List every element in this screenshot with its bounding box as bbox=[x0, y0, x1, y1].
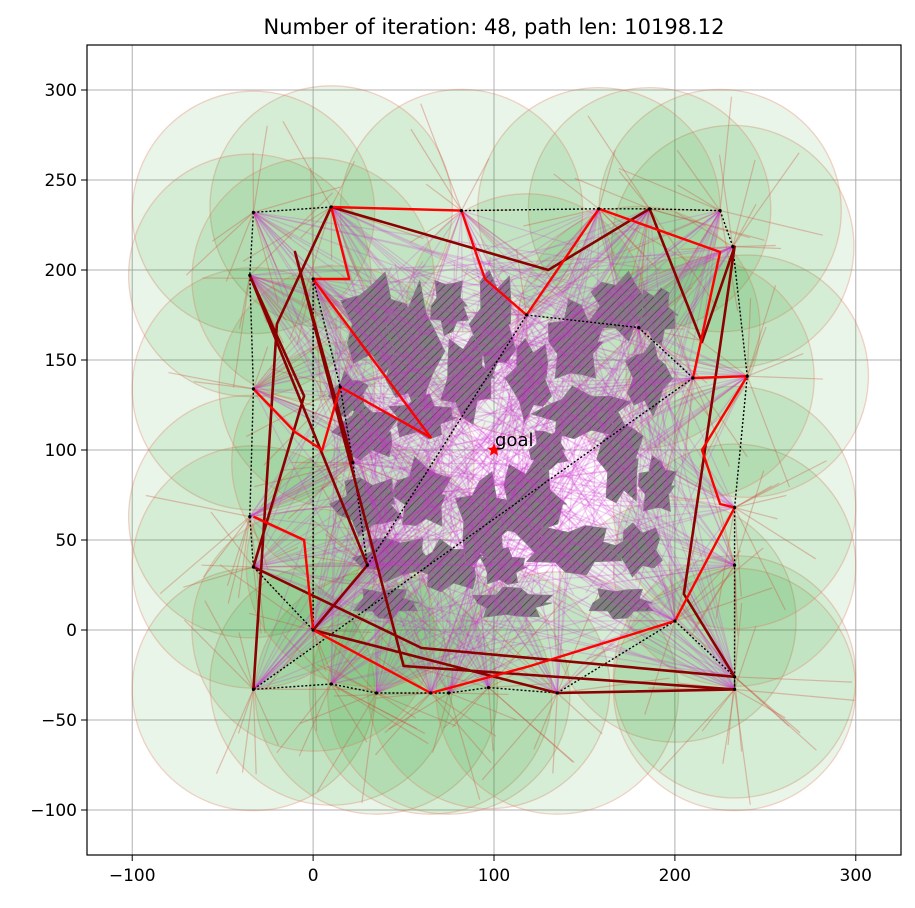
sample-point bbox=[252, 211, 255, 214]
sample-point bbox=[375, 691, 378, 694]
sample-point bbox=[691, 376, 694, 379]
sample-point bbox=[351, 461, 354, 464]
sample-point bbox=[248, 274, 251, 277]
y-tick-label: 300 bbox=[45, 81, 77, 101]
x-tick-label: 200 bbox=[659, 866, 691, 886]
sample-point bbox=[447, 691, 450, 694]
sample-point bbox=[733, 675, 736, 678]
sample-point bbox=[673, 619, 676, 622]
sample-point bbox=[637, 326, 640, 329]
sample-point bbox=[429, 691, 432, 694]
sample-point bbox=[252, 565, 255, 568]
sample-point bbox=[525, 313, 528, 316]
sample-point bbox=[312, 628, 315, 631]
sample-point bbox=[487, 686, 490, 689]
sample-point bbox=[252, 387, 255, 390]
y-tick-label: 50 bbox=[55, 531, 77, 551]
sample-point bbox=[330, 205, 333, 208]
x-tick-label: 100 bbox=[478, 866, 510, 886]
x-tick-label: 0 bbox=[308, 866, 319, 886]
sample-point bbox=[719, 209, 722, 212]
sample-point bbox=[733, 564, 736, 567]
sample-point bbox=[648, 207, 651, 210]
x-tick-label: 300 bbox=[840, 866, 872, 886]
y-tick-label: 150 bbox=[45, 351, 77, 371]
sample-point bbox=[460, 209, 463, 212]
sample-point bbox=[746, 375, 749, 378]
x-tick-label: −100 bbox=[109, 866, 156, 886]
sample-point bbox=[366, 564, 369, 567]
y-tick-label: −50 bbox=[41, 711, 77, 731]
sample-point bbox=[731, 245, 734, 248]
sample-point bbox=[330, 682, 333, 685]
chart-title: Number of iteration: 48, path len: 10198… bbox=[264, 15, 725, 39]
sample-point bbox=[312, 277, 315, 280]
sample-point bbox=[733, 506, 736, 509]
sample-point bbox=[556, 691, 559, 694]
sample-point bbox=[248, 515, 251, 518]
sample-point bbox=[733, 688, 736, 691]
y-tick-label: −100 bbox=[30, 801, 77, 821]
goal-label: goal bbox=[495, 430, 533, 451]
y-tick-label: 200 bbox=[45, 261, 77, 281]
y-tick-label: 250 bbox=[45, 171, 77, 191]
sample-point bbox=[339, 385, 342, 388]
y-tick-label: 0 bbox=[66, 621, 77, 641]
sample-point bbox=[252, 688, 255, 691]
y-tick-label: 100 bbox=[45, 441, 77, 461]
sample-point bbox=[597, 207, 600, 210]
